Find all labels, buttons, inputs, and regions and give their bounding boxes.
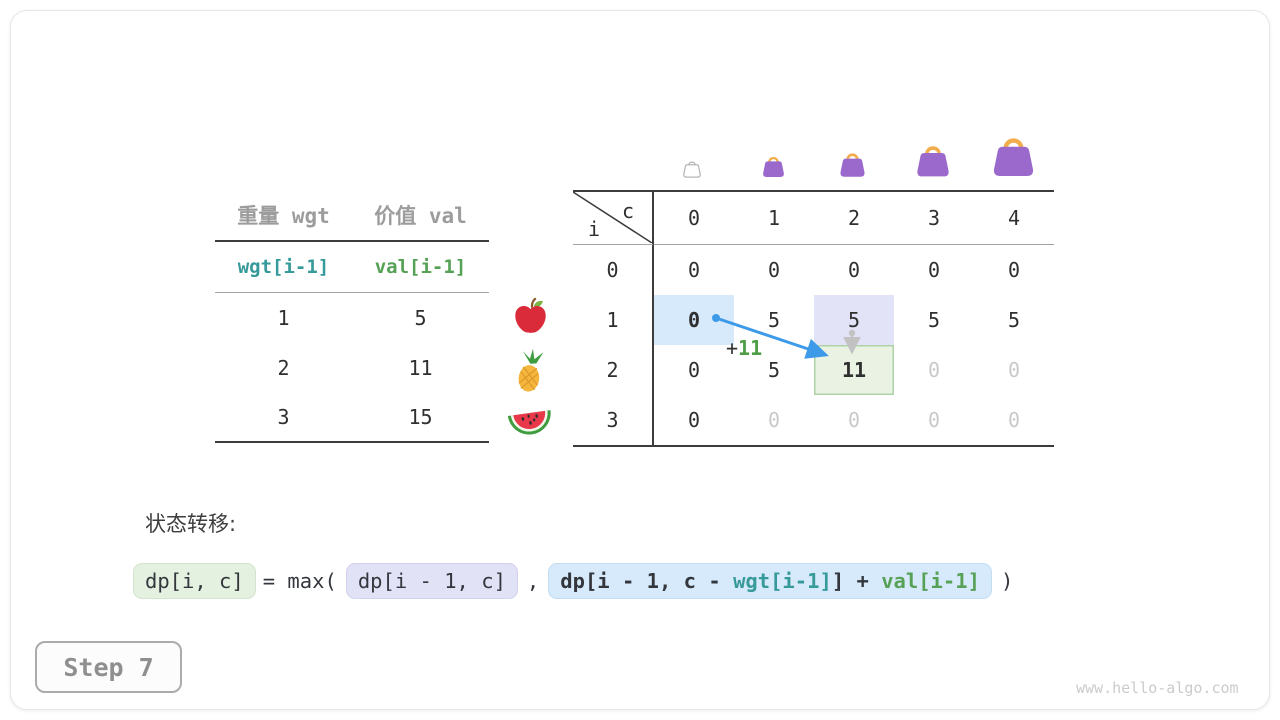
formula-close-paren: ) <box>1000 569 1014 593</box>
dp-cell-r1-c0-source: 0 <box>654 295 734 345</box>
dp-cell-r0-c4: 0 <box>1007 258 1021 282</box>
dp-cell-r3-c3: 0 <box>927 408 941 432</box>
dp-cell-r3-c2: 0 <box>847 408 861 432</box>
val-code-label: val[i-1] <box>374 256 467 278</box>
added-value: 11 <box>738 336 763 360</box>
watermelon-icon <box>507 403 553 441</box>
dp-cell-r2-c3: 0 <box>927 358 941 382</box>
step-badge: Step 7 <box>35 641 182 693</box>
dp-col-header-1: 1 <box>734 192 814 245</box>
dp-cell-r1-c3: 5 <box>927 308 941 332</box>
watermark: www.hello-algo.com <box>1076 679 1239 697</box>
dp-col-header-2: 2 <box>814 192 894 245</box>
items-table-code-row: wgt[i-1] val[i-1] <box>215 242 489 293</box>
added-value-annotation: +11 <box>726 336 762 360</box>
dp-cell-r0-c0: 0 <box>687 258 701 282</box>
dp-col-header-3: 3 <box>894 192 974 245</box>
items-table: 重量 wgt 价值 val wgt[i-1] val[i-1] 1 5 2 11… <box>215 190 489 443</box>
dp-row-header-3: 3 <box>573 395 654 445</box>
item-row-2: 2 11 <box>215 343 489 393</box>
dp-table: c i 0 1 2 3 4 0 0 0 0 0 0 1 0 5 5 5 5 2 … <box>573 190 1054 447</box>
take-val-term: val[i-1] <box>881 569 980 593</box>
take-wgt-term: wgt[i-1] <box>733 569 832 593</box>
bag-icon-capacity-0 <box>682 159 702 182</box>
dp-cell-r0-c3: 0 <box>927 258 941 282</box>
item-row-1: 1 5 <box>215 293 489 343</box>
dp-cell-r0-c2: 0 <box>847 258 861 282</box>
dp-cell-r2-c2-result: 11 <box>814 345 894 395</box>
take-mid: ] + <box>831 569 882 593</box>
dp-col-header-4: 4 <box>974 192 1054 245</box>
dp-row-header-1: 1 <box>573 295 654 345</box>
formula-option-keep: dp[i - 1, c] <box>345 563 518 599</box>
formula-lhs: dp[i, c] <box>133 563 256 599</box>
dp-cell-r0-c1: 0 <box>767 258 781 282</box>
dp-cell-r3-c0: 0 <box>687 408 701 432</box>
items-table-header-row: 重量 wgt 价值 val <box>215 190 489 242</box>
take-prefix: dp[i - 1, c - <box>560 569 734 593</box>
plus-sign: + <box>726 336 739 360</box>
formula-comma: , <box>526 569 540 593</box>
bag-icon-capacity-4 <box>990 133 1037 182</box>
apple-icon <box>512 297 549 340</box>
row-variable-label: i <box>588 217 601 241</box>
item-3-value: 15 <box>408 405 433 429</box>
dp-table-corner-cell: c i <box>573 192 654 245</box>
item-1-value: 5 <box>414 306 427 330</box>
formula-option-take: dp[i - 1, c - wgt[i-1]] + val[i-1] <box>548 563 992 599</box>
item-1-weight: 1 <box>277 306 290 330</box>
transition-formula: dp[i, c] = max( dp[i - 1, c] , dp[i - 1,… <box>133 561 1020 601</box>
item-2-value: 11 <box>408 356 433 380</box>
bag-icon-capacity-2 <box>838 150 867 182</box>
dp-cell-r2-c0: 0 <box>687 358 701 382</box>
dp-cell-r2-c1: 5 <box>767 358 781 382</box>
item-2-weight: 2 <box>277 356 290 380</box>
dp-row-header-2: 2 <box>573 345 654 395</box>
dp-cell-r1-c4: 5 <box>1007 308 1021 332</box>
value-column-header: 价值 val <box>374 204 467 228</box>
dp-row-header-0: 0 <box>573 245 654 295</box>
transition-label: 状态转移: <box>145 512 237 536</box>
wgt-code-label: wgt[i-1] <box>237 256 330 278</box>
item-3-weight: 3 <box>277 405 290 429</box>
formula-eq-max: = max( <box>262 569 337 593</box>
bag-icon-capacity-1 <box>761 154 786 182</box>
dp-cell-r3-c4: 0 <box>1007 408 1021 432</box>
col-variable-label: c <box>622 199 635 223</box>
dp-col-header-0: 0 <box>654 192 734 245</box>
pineapple-icon <box>509 348 549 399</box>
dp-cell-r1-c2-keep: 5 <box>814 295 894 345</box>
bag-icon-capacity-3 <box>914 142 952 182</box>
dp-cell-r3-c1: 0 <box>767 408 781 432</box>
weight-column-header: 重量 wgt <box>237 204 330 228</box>
item-row-3: 3 15 <box>215 393 489 443</box>
dp-cell-r2-c4: 0 <box>1007 358 1021 382</box>
